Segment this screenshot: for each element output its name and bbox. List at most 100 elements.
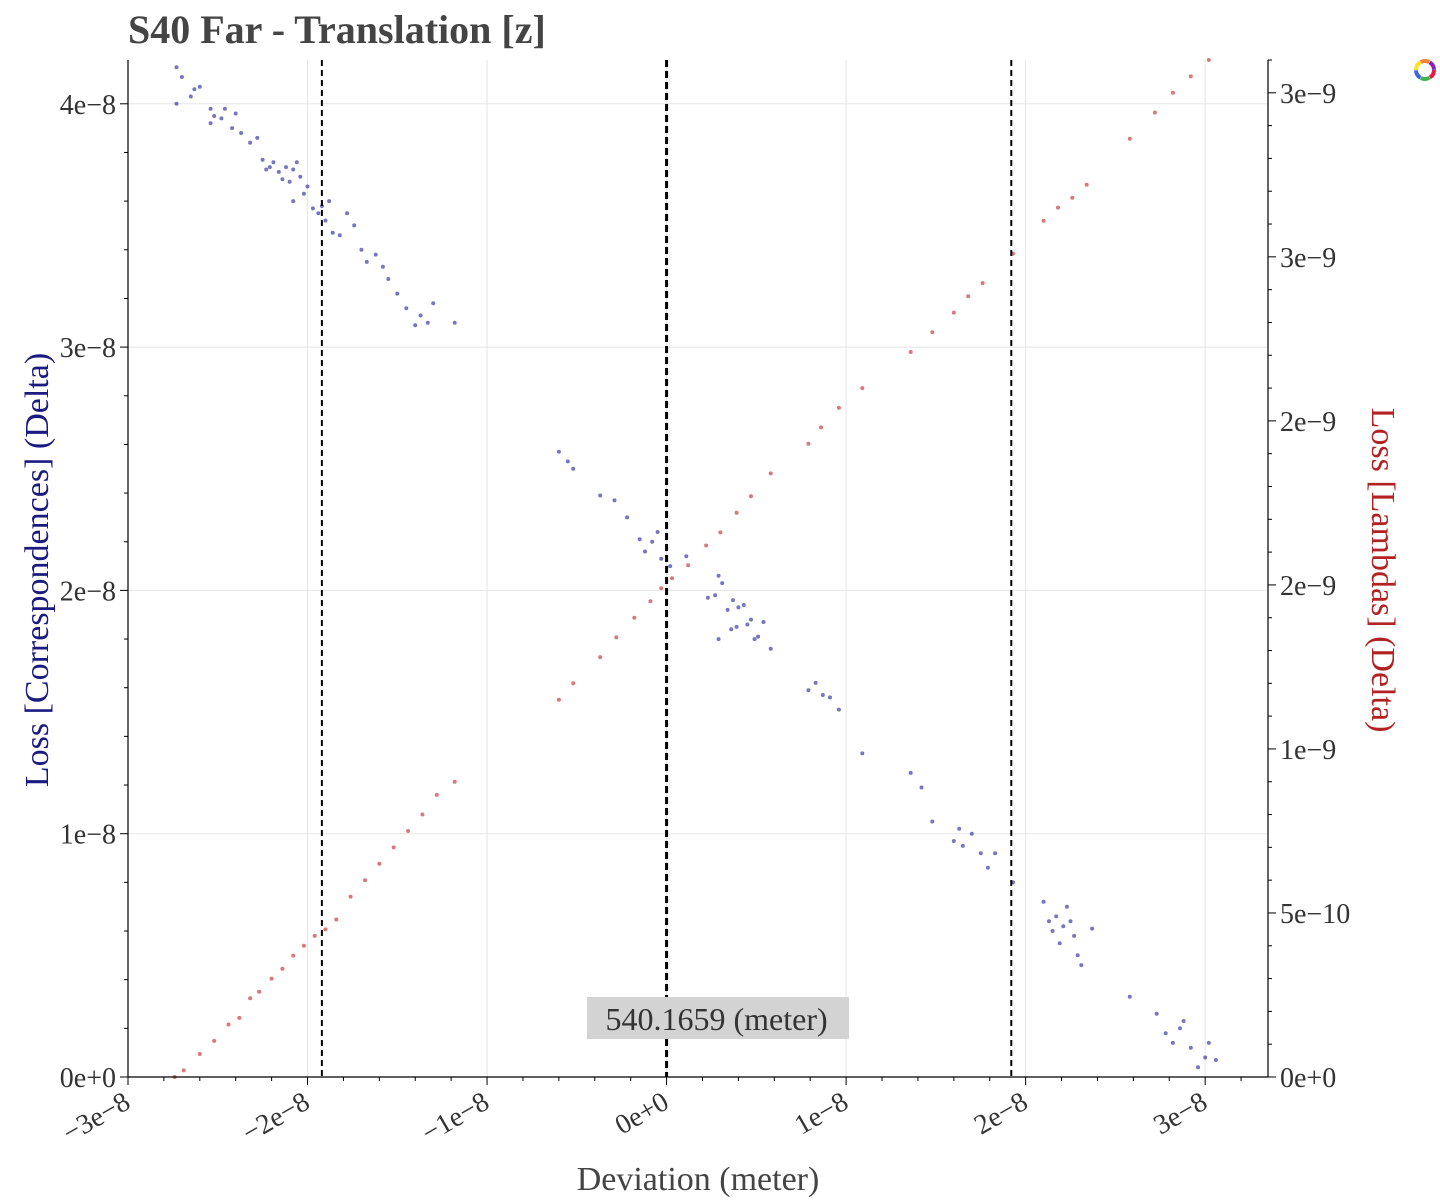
data-points — [172, 58, 1218, 1079]
lambda-point — [556, 697, 561, 702]
correspondence-point — [327, 199, 332, 204]
correspondence-point — [930, 819, 935, 824]
correspondence-point — [957, 826, 962, 831]
correspondence-point — [298, 174, 303, 179]
x-tick-label: 2e−8 — [969, 1086, 1033, 1141]
lambda-point — [363, 878, 367, 883]
lambda-point — [1188, 74, 1193, 79]
lambda-point — [269, 976, 274, 981]
correspondence-point — [768, 646, 773, 651]
grid — [127, 60, 1268, 1078]
correspondence-point — [1064, 904, 1069, 909]
correspondence-point — [404, 306, 409, 311]
correspondence-point — [951, 839, 956, 843]
lambda-point — [819, 425, 823, 430]
lambda-point — [301, 943, 306, 948]
lambda-point — [212, 1038, 217, 1043]
correspondence-point — [264, 167, 269, 172]
correspondence-point — [188, 94, 193, 99]
correspondence-point — [813, 680, 818, 685]
correspondence-point — [1050, 929, 1055, 933]
lambda-point — [930, 330, 935, 335]
correspondence-point — [1057, 941, 1062, 946]
lambda-point — [291, 953, 296, 958]
chart-title: S40 Far - Translation [z] — [128, 7, 546, 52]
correspondence-point — [287, 179, 292, 184]
correspondence-point — [280, 177, 285, 182]
correspondence-point — [1127, 994, 1132, 999]
correspondence-point — [345, 211, 349, 216]
correspondence-point — [192, 87, 197, 92]
correspondence-point — [174, 101, 179, 106]
axes: −3e−8 −2e−8 −1e−8 0e+0 1e−8 2e−8 3e−8 0e+0 1e−8 2… — [58, 59, 1350, 1149]
correspondence-point — [255, 135, 260, 140]
lambda-point — [1206, 58, 1211, 62]
y-axis-left-label: Loss [Correspondences] (Delta) — [19, 353, 56, 787]
y-left-tick-label: 3e−8 — [60, 333, 116, 364]
lambda-point — [749, 494, 753, 499]
correspondence-point — [1041, 899, 1046, 904]
lambda-point — [452, 779, 457, 784]
correspondence-point — [323, 218, 328, 223]
correspondence-point — [373, 252, 378, 257]
correspondence-point — [985, 865, 990, 870]
correspondence-point — [352, 223, 357, 228]
correspondence-point — [305, 184, 310, 189]
correspondence-point — [655, 530, 660, 534]
x-tick-label: 3e−8 — [1148, 1086, 1212, 1141]
correspondence-point — [248, 140, 253, 145]
correspondence-point — [598, 493, 603, 498]
lambda-point — [1170, 90, 1175, 95]
correspondence-point — [1072, 933, 1077, 938]
y-right-tick-label: 3e−9 — [1280, 79, 1336, 110]
lambda-point — [181, 1068, 186, 1073]
lambda-point — [768, 471, 773, 476]
correspondence-point — [284, 165, 288, 170]
correspondence-point — [650, 539, 655, 544]
correspondence-point — [395, 291, 400, 296]
correspondence-point — [197, 84, 202, 89]
toolbar-logo-icon[interactable] — [1414, 59, 1436, 81]
annotation-label: 540.1659 (meter) — [606, 1001, 828, 1037]
correspondence-point — [1075, 953, 1080, 958]
lambda-point — [1041, 218, 1046, 223]
lambda-point — [966, 294, 971, 299]
correspondence-point — [174, 65, 179, 70]
lambda-point — [1056, 205, 1060, 210]
lambda-point — [980, 281, 985, 286]
x-tick-label: 0e+0 — [610, 1086, 674, 1141]
correspondence-point — [684, 554, 689, 559]
correspondence-point — [1047, 919, 1051, 924]
correspondence-point — [969, 831, 974, 836]
correspondence-point — [978, 851, 983, 856]
correspondence-point — [233, 111, 238, 116]
lambda-point — [391, 845, 396, 850]
lambda-point — [248, 996, 253, 1001]
lambda-point — [648, 599, 653, 604]
lambda-point — [420, 812, 425, 817]
correspondence-point — [208, 106, 213, 111]
y-left-tick-label: 1e−8 — [60, 820, 116, 851]
correspondence-point — [418, 313, 423, 318]
y-right-tick-label: 2e−9 — [1280, 571, 1336, 602]
lambda-point — [1070, 195, 1075, 200]
correspondence-point — [386, 277, 391, 281]
lambda-point — [951, 310, 956, 315]
correspondence-point — [731, 598, 735, 603]
correspondence-point — [212, 114, 217, 118]
correspondence-point — [1154, 1011, 1159, 1016]
correspondence-point — [571, 466, 576, 471]
correspondence-point — [431, 301, 436, 306]
correspondence-point — [364, 259, 369, 264]
correspondence-point — [1170, 1040, 1175, 1045]
correspondence-point — [330, 230, 335, 235]
correspondence-point — [736, 605, 741, 610]
correspondence-point — [761, 620, 766, 624]
correspondence-point — [713, 593, 718, 598]
correspondence-point — [625, 515, 630, 520]
lambda-point — [280, 966, 285, 971]
x-tick-label: 1e−8 — [789, 1086, 853, 1141]
correspondence-point — [659, 556, 664, 561]
lambda-point — [686, 563, 691, 568]
lambda-point — [860, 386, 865, 391]
